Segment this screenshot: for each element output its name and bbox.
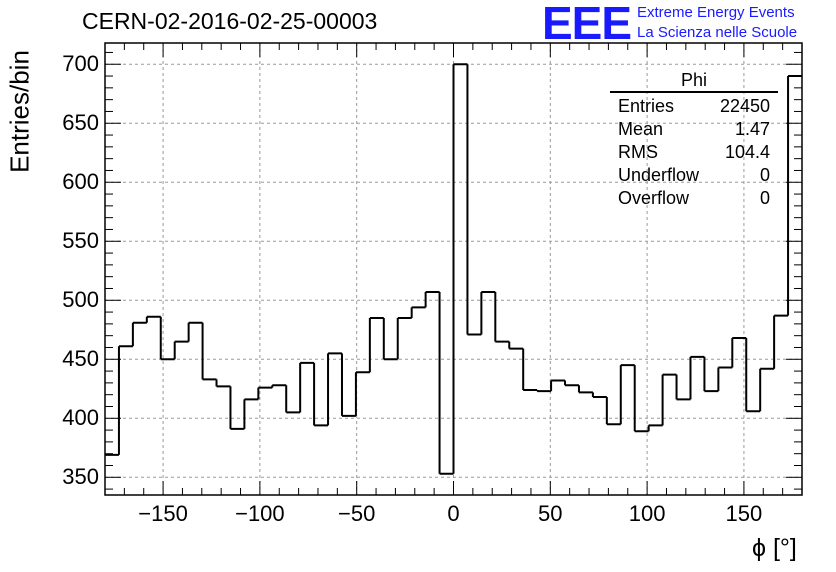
stats-label: Entries bbox=[618, 96, 675, 116]
x-tick-label: 100 bbox=[628, 501, 666, 526]
histogram-bin bbox=[494, 292, 510, 343]
histogram-bin bbox=[131, 321, 147, 347]
histogram-bin bbox=[354, 371, 370, 416]
histogram-bin bbox=[591, 392, 607, 399]
stats-value: 22450 bbox=[719, 96, 770, 116]
histogram-bin bbox=[522, 348, 538, 391]
stats-value: 0 bbox=[759, 188, 770, 208]
histogram-bin bbox=[285, 385, 301, 414]
histogram-bin bbox=[257, 386, 273, 400]
stats-row: RMS 104.4 bbox=[610, 141, 778, 164]
histogram-bin bbox=[271, 384, 287, 388]
histogram-bin bbox=[536, 389, 552, 393]
y-tick-label: 550 bbox=[62, 228, 99, 254]
y-tick-label: 650 bbox=[62, 110, 99, 136]
eee-logo-line1: Extreme Energy Events bbox=[637, 4, 795, 21]
histogram-bin bbox=[605, 397, 621, 426]
x-tick-label: −100 bbox=[235, 501, 285, 526]
y-tick-label: 400 bbox=[62, 405, 99, 431]
stats-value: 1.47 bbox=[734, 119, 770, 139]
histogram-bin bbox=[173, 340, 189, 360]
histogram-bin bbox=[577, 385, 593, 394]
y-tick-label: 700 bbox=[62, 51, 99, 77]
x-tick-label: 0 bbox=[447, 501, 460, 526]
histogram-bin bbox=[187, 321, 203, 342]
histogram-bin bbox=[675, 374, 691, 401]
stats-row: Mean 1.47 bbox=[610, 118, 778, 141]
histogram-bin bbox=[243, 398, 259, 429]
stats-value: 0 bbox=[759, 165, 770, 185]
stats-row: Overflow 0 bbox=[610, 187, 778, 210]
histogram-bin bbox=[689, 355, 705, 400]
histogram-bin bbox=[313, 362, 329, 427]
x-tick-label: 50 bbox=[538, 501, 563, 526]
stats-label: Mean bbox=[618, 119, 664, 139]
histogram-bin bbox=[215, 379, 231, 388]
plot-title: CERN-02-2016-02-25-00003 bbox=[82, 8, 378, 34]
histogram-bin bbox=[452, 63, 468, 474]
histogram-bin bbox=[466, 64, 482, 336]
y-tick-label: 500 bbox=[62, 287, 99, 313]
histogram-bin bbox=[159, 316, 175, 361]
histogram-bin bbox=[438, 292, 454, 475]
histogram-bin bbox=[480, 291, 496, 335]
histogram-bin bbox=[340, 353, 356, 417]
eee-logo-line2: La Scienza nelle Scuole bbox=[637, 24, 798, 41]
histogram-bin bbox=[508, 341, 524, 350]
histogram-bin bbox=[703, 356, 719, 393]
histogram-bin bbox=[382, 317, 398, 361]
histogram-bin bbox=[633, 365, 649, 433]
eee-logo: EEE bbox=[542, 0, 632, 49]
histogram-bin bbox=[550, 379, 566, 392]
stats-box: Phi Entries 22450 Mean 1.47 RMS 104.4 Under… bbox=[610, 70, 778, 210]
y-axis-label: Entries/bin bbox=[4, 50, 35, 173]
x-tick-label: −150 bbox=[138, 501, 188, 526]
histogram-bin bbox=[145, 315, 161, 323]
histogram-bin bbox=[327, 352, 342, 426]
histogram-bars bbox=[105, 63, 802, 475]
y-tick-label: 350 bbox=[62, 464, 99, 490]
x-tick-label: 150 bbox=[725, 501, 763, 526]
histogram-bin bbox=[396, 316, 412, 360]
histogram-bin bbox=[717, 366, 733, 392]
histogram-bin bbox=[201, 322, 217, 381]
histogram-bin bbox=[410, 306, 426, 318]
histogram-bin bbox=[647, 424, 663, 432]
x-tick-label: −50 bbox=[338, 501, 376, 526]
histogram-bin bbox=[787, 75, 802, 316]
stats-label: RMS bbox=[618, 142, 658, 162]
stats-label: Underflow bbox=[618, 165, 700, 185]
x-axis-label: ϕ [°] bbox=[752, 534, 797, 562]
histogram-bin bbox=[424, 291, 440, 308]
histogram-bin bbox=[745, 338, 761, 413]
y-tick-label: 600 bbox=[62, 169, 99, 195]
histogram-bin bbox=[117, 345, 133, 455]
histogram-bin bbox=[661, 373, 677, 426]
stats-value: 104.4 bbox=[724, 142, 770, 162]
histogram-bin bbox=[564, 380, 579, 387]
axes bbox=[104, 42, 803, 496]
histogram-bin bbox=[731, 337, 747, 368]
histogram-bin bbox=[368, 316, 384, 373]
stats-label: Overflow bbox=[618, 188, 690, 208]
histogram-bin bbox=[619, 364, 635, 425]
stats-row: Underflow 0 bbox=[610, 164, 778, 187]
histogram-bin bbox=[773, 314, 789, 369]
histogram-bin bbox=[759, 367, 775, 412]
stats-title: Phi bbox=[610, 70, 778, 93]
stats-row: Entries 22450 bbox=[610, 95, 778, 118]
histogram-bin bbox=[229, 386, 245, 430]
histogram-bin bbox=[299, 361, 315, 413]
y-tick-label: 450 bbox=[62, 346, 99, 372]
